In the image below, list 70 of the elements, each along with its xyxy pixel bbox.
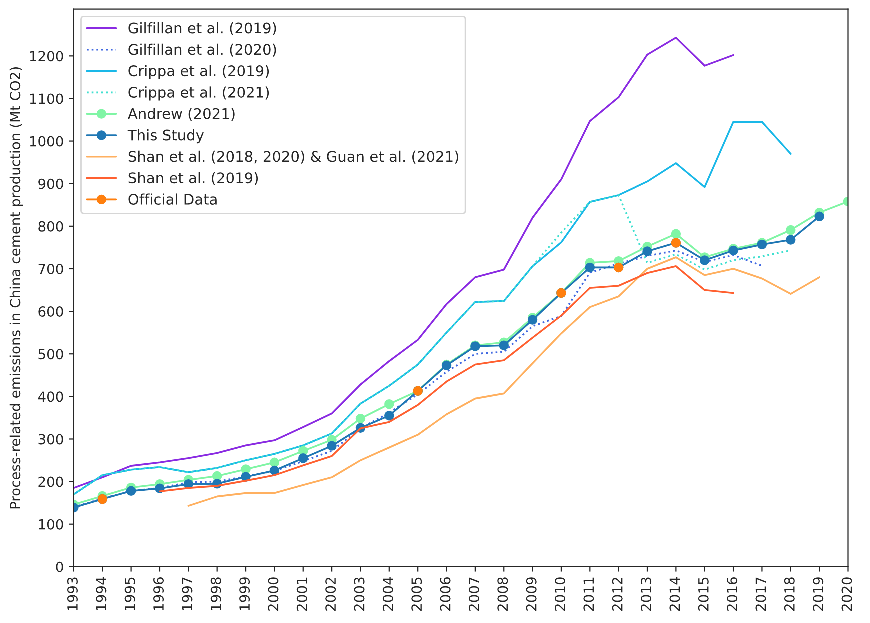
x-tick-label: 1999 [240, 578, 250, 610]
x-tick-label: 1994 [96, 577, 107, 610]
legend-label: This Study [128, 130, 204, 144]
y-tick-label: 1000 [30, 136, 64, 147]
x-tick-label: 1996 [154, 578, 164, 610]
point [814, 212, 824, 222]
x-tick-label: 2005 [412, 578, 422, 611]
y-tick-label: 400 [38, 392, 64, 402]
legend-label: Official Data [128, 194, 217, 206]
point [270, 458, 280, 468]
point [126, 486, 136, 496]
x-tick-label: 1995 [124, 578, 136, 610]
x-tick-label: 2003 [354, 578, 365, 611]
x-tick-label: 2015 [698, 578, 709, 611]
legend-label: Shan et al. (2019) [128, 172, 258, 186]
legend-label: Andrew (2021) [128, 108, 235, 122]
x-tick-label: 2010 [554, 578, 566, 611]
x-tick-label: 2009 [526, 578, 537, 611]
x-tick-label: 2016 [727, 578, 738, 611]
x-tick-label: 2019 [813, 578, 824, 611]
y-tick-label: 200 [38, 476, 64, 488]
point [356, 414, 366, 424]
point [585, 262, 596, 273]
legend-label: Gilfillan et al. (2020) [128, 44, 276, 57]
y-tick-label: 500 [38, 349, 64, 360]
x-tick-label: 2008 [498, 578, 508, 611]
legend-label: Crippa et al. (2021) [128, 86, 270, 101]
point [384, 399, 394, 410]
x-tick-label: 1998 [210, 578, 222, 610]
legend-label: Gilfillan et al. (2019) [128, 22, 276, 36]
point [384, 410, 394, 421]
legend-label: Crippa et al. (2019) [128, 65, 270, 80]
point [499, 340, 509, 350]
y-tick-label: 0 [56, 562, 64, 572]
x-tick-label: 1997 [182, 578, 193, 610]
legend-label: Shan et al. (2018, 2020) & Guan et al. (2021) [128, 150, 459, 164]
y-tick-label: 700 [38, 264, 64, 274]
x-tick-label: 2007 [468, 578, 480, 611]
line-series [74, 36, 734, 490]
point [700, 256, 710, 266]
y-tick-label: 100 [39, 519, 64, 530]
line-series [74, 121, 792, 496]
point [671, 229, 682, 239]
y-tick-label: 1100 [30, 94, 64, 104]
point [786, 235, 796, 245]
x-tick-label: 2000 [268, 578, 279, 611]
point [270, 466, 280, 476]
y-tick-label: 800 [38, 221, 64, 232]
y-tick-label: 1200 [30, 51, 64, 62]
point [298, 454, 308, 464]
x-tick-label: 2002 [326, 578, 336, 611]
x-tick-label: 2011 [584, 578, 594, 611]
x-tick-label: 2004 [382, 577, 394, 611]
y-axis-title: Process-related emissions in China cement production (Mt CO2) [10, 68, 24, 509]
point [786, 225, 796, 236]
y-tick-label: 300 [38, 434, 64, 445]
x-tick-label: 2018 [784, 578, 795, 611]
x-tick-label: 2014 [670, 577, 680, 611]
x-tick-label: 2020 [842, 578, 852, 611]
x-tick-label: 1993 [67, 578, 78, 610]
point [327, 441, 337, 451]
y-tick-label: 600 [38, 306, 64, 318]
x-tick-label: 2006 [440, 578, 451, 611]
x-tick-label: 2017 [756, 578, 766, 611]
line-series [188, 256, 820, 507]
x-tick-label: 2013 [641, 578, 652, 611]
point [642, 246, 652, 256]
y-tick-label: 900 [38, 178, 64, 190]
x-tick-label: 2012 [612, 578, 623, 611]
x-tick-label: 2001 [296, 578, 308, 611]
